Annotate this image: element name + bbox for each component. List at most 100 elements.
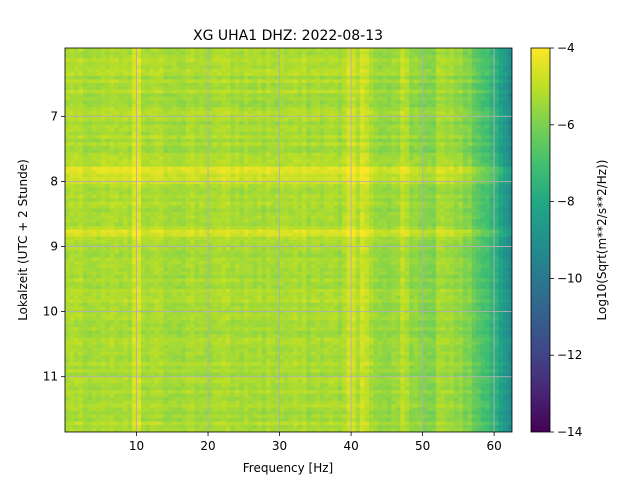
heatmap-cell xyxy=(440,156,446,161)
heatmap-cell xyxy=(324,128,330,133)
heatmap-cell xyxy=(270,142,276,147)
heatmap-cell xyxy=(409,194,415,199)
heatmap-cell xyxy=(190,135,196,140)
heatmap-cell xyxy=(243,107,249,112)
heatmap-cell xyxy=(480,61,486,67)
heatmap-cell xyxy=(409,184,415,189)
heatmap-cell xyxy=(444,121,451,126)
heatmap-cell xyxy=(69,124,75,129)
heatmap-cell xyxy=(288,96,294,101)
heatmap-cell xyxy=(73,61,80,67)
heatmap-cell xyxy=(284,215,290,220)
heatmap-cell xyxy=(149,128,155,133)
heatmap-cell xyxy=(395,194,401,199)
heatmap-cell xyxy=(368,138,375,143)
heatmap-cell xyxy=(203,170,209,175)
heatmap-cell xyxy=(355,173,361,178)
heatmap-cell xyxy=(306,142,312,147)
heatmap-cell xyxy=(400,163,406,168)
heatmap-cell xyxy=(395,54,401,60)
heatmap-cell xyxy=(127,54,133,60)
heatmap-cell xyxy=(471,103,477,108)
heatmap-cell xyxy=(342,65,348,70)
heatmap-cell xyxy=(440,135,446,140)
heatmap-cell xyxy=(123,198,129,203)
heatmap-cell xyxy=(480,156,486,161)
heatmap-cell xyxy=(342,166,348,171)
heatmap-cell xyxy=(360,180,366,185)
heatmap-cell xyxy=(114,166,120,171)
heatmap-cell xyxy=(266,124,272,129)
heatmap-cell xyxy=(498,149,504,154)
heatmap-cell xyxy=(360,212,366,217)
heatmap-cell xyxy=(471,201,477,206)
heatmap-cell xyxy=(114,51,120,56)
heatmap-cell xyxy=(96,152,102,157)
heatmap-cell xyxy=(373,61,379,67)
heatmap-cell xyxy=(382,187,388,192)
heatmap-cell xyxy=(248,103,254,108)
heatmap-cell xyxy=(158,198,164,203)
heatmap-cell xyxy=(248,135,254,140)
heatmap-cell xyxy=(453,107,459,112)
heatmap-cell xyxy=(351,89,357,94)
heatmap-cell xyxy=(154,145,160,150)
heatmap-cell xyxy=(494,212,500,217)
heatmap-cell xyxy=(203,48,209,53)
heatmap-cell xyxy=(427,65,433,70)
heatmap-cell xyxy=(109,93,115,98)
heatmap-cell xyxy=(190,187,196,192)
heatmap-cell xyxy=(355,138,361,143)
heatmap-cell xyxy=(444,93,451,98)
heatmap-cell xyxy=(297,117,303,122)
heatmap-cell xyxy=(422,89,428,94)
heatmap-cell xyxy=(127,93,133,98)
heatmap-cell xyxy=(342,205,348,210)
heatmap-cell xyxy=(203,163,209,168)
heatmap-cell xyxy=(163,191,169,196)
heatmap-cell xyxy=(337,72,343,77)
heatmap-cell xyxy=(243,121,249,126)
heatmap-cell xyxy=(243,131,249,136)
heatmap-cell xyxy=(315,51,321,56)
heatmap-cell xyxy=(199,166,205,171)
heatmap-cell xyxy=(243,142,249,147)
heatmap-cell xyxy=(373,166,379,171)
heatmap-cell xyxy=(82,163,88,168)
heatmap-cell xyxy=(163,219,169,224)
heatmap-cell xyxy=(422,96,428,101)
heatmap-cell xyxy=(149,103,155,108)
heatmap-cell xyxy=(100,149,106,154)
heatmap-cell xyxy=(391,194,397,199)
heatmap-cell xyxy=(167,187,173,192)
heatmap-cell xyxy=(65,96,71,101)
heatmap-cell xyxy=(230,198,236,203)
heatmap-cell xyxy=(418,173,424,178)
heatmap-cell xyxy=(239,170,245,175)
heatmap-cell xyxy=(158,149,164,154)
heatmap-cell xyxy=(199,107,205,112)
heatmap-cell xyxy=(404,79,410,84)
heatmap-cell xyxy=(422,156,428,161)
heatmap-cell xyxy=(310,79,316,84)
heatmap-cell xyxy=(476,208,482,213)
heatmap-cell xyxy=(176,121,182,126)
heatmap-cell xyxy=(306,166,312,171)
heatmap-cell xyxy=(279,96,285,101)
heatmap-cell xyxy=(123,156,129,161)
heatmap-cell xyxy=(373,145,379,150)
heatmap-cell xyxy=(176,177,182,182)
heatmap-cell xyxy=(216,215,223,220)
heatmap-cell xyxy=(140,215,147,220)
heatmap-cell xyxy=(360,82,366,87)
heatmap-cell xyxy=(292,166,299,171)
heatmap-cell xyxy=(301,187,307,192)
heatmap-cell xyxy=(351,117,357,122)
heatmap-cell xyxy=(427,100,433,105)
heatmap-cell xyxy=(409,170,415,175)
heatmap-cell xyxy=(284,72,290,77)
heatmap-cell xyxy=(342,212,348,217)
heatmap-cell xyxy=(140,96,147,101)
heatmap-cell xyxy=(234,93,240,98)
heatmap-cell xyxy=(91,149,97,154)
